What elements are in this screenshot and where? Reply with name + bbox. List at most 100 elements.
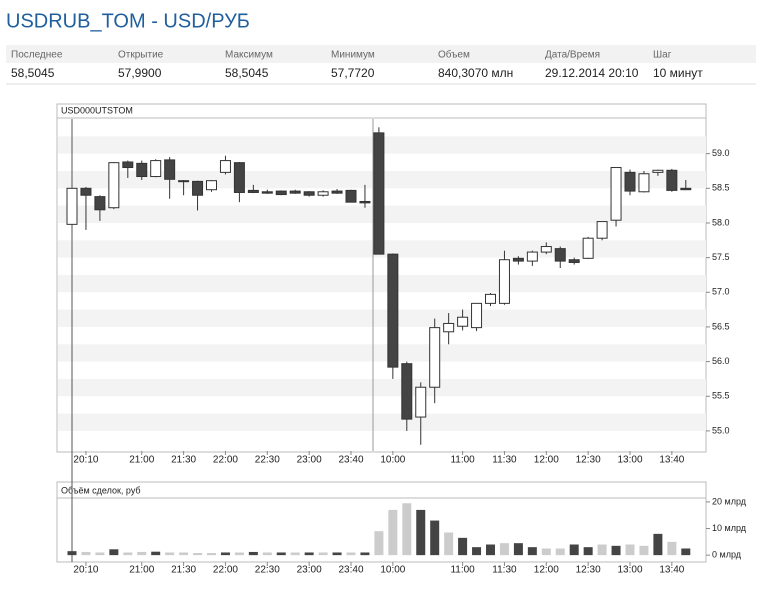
volume-bar	[653, 533, 663, 556]
candle-body	[289, 190, 301, 194]
candle-body	[80, 187, 92, 196]
candle-body	[554, 248, 566, 262]
x-tick-label: 13:40	[659, 455, 684, 466]
candle-body	[345, 189, 357, 203]
x-tick-label: 13:00	[617, 565, 642, 576]
volume-bar	[137, 551, 147, 556]
volume-bar	[262, 552, 272, 556]
volume-bar	[220, 552, 230, 556]
candle-body	[94, 196, 106, 211]
x-tick-label: 20:10	[73, 455, 98, 466]
y-tick-label: 55.5	[712, 391, 730, 401]
cell-value: 58,5045	[225, 66, 269, 80]
candle-body	[331, 190, 343, 194]
volume-bar	[109, 549, 119, 556]
volume-bar	[625, 544, 635, 556]
volume-bar	[513, 543, 523, 556]
candle-body	[568, 259, 580, 263]
y-tick-label: 56.0	[712, 356, 730, 366]
cell-value: 58,5045	[11, 66, 55, 80]
volume-bar	[346, 552, 356, 556]
grid-band	[58, 344, 706, 362]
candle-body	[443, 322, 455, 333]
grid-band	[58, 274, 706, 293]
volume-bar	[569, 544, 579, 556]
volume-bar	[597, 544, 607, 556]
volume-bar	[611, 545, 621, 556]
table-header	[6, 45, 756, 63]
x-tick-label: 21:30	[171, 455, 196, 466]
volume-bar	[681, 548, 691, 556]
candle-body	[233, 162, 245, 193]
candle-body	[373, 132, 385, 255]
candle-body	[247, 189, 259, 193]
volume-bar	[360, 552, 370, 556]
y-tick-label: 58.5	[712, 183, 730, 193]
candle-body	[415, 386, 427, 418]
y-tick-label: 59.0	[712, 148, 730, 158]
y-tick-label: 57.5	[712, 252, 730, 262]
candle-body	[526, 251, 538, 262]
volume-bar	[374, 531, 384, 556]
volume-bar	[667, 541, 677, 556]
x-tick-label: 22:00	[213, 565, 238, 576]
candle-body	[540, 246, 552, 253]
candle-body	[192, 180, 204, 196]
x-tick-label: 22:00	[213, 455, 238, 466]
column-header: Минимум	[331, 50, 375, 61]
y-tick-label: 0 млрд	[712, 550, 742, 560]
volume-bar	[458, 537, 468, 556]
volume-bar	[151, 551, 161, 556]
cell-value: 29.12.2014 20:10	[545, 66, 639, 80]
candle-body	[680, 187, 692, 191]
column-header: Объем	[438, 49, 470, 61]
candle-body	[457, 316, 469, 327]
candle-body	[206, 180, 217, 191]
candle-body	[136, 162, 148, 178]
x-tick-label: 23:00	[297, 565, 322, 576]
candle-body	[401, 363, 413, 420]
x-tick-label: 21:30	[171, 565, 196, 576]
volume-bar	[486, 544, 495, 556]
x-tick-label: 12:30	[576, 455, 601, 466]
column-header: Шаг	[653, 50, 672, 61]
x-tick-label: 23:40	[338, 455, 363, 466]
volume-bar	[416, 509, 426, 556]
volume-bar	[499, 543, 509, 556]
volume-bar	[472, 547, 482, 556]
volume-bar	[81, 551, 91, 556]
volume-bar	[248, 551, 258, 556]
price-panel-title: USD000UTSTOM	[61, 105, 133, 115]
volume-panel-title: Объём сделок, руб	[61, 485, 141, 495]
volume-bar	[207, 553, 216, 556]
x-tick-label: 21:00	[129, 565, 154, 576]
x-tick-label: 10:00	[380, 455, 405, 466]
column-header: Дата/Время	[545, 50, 600, 61]
grid-band	[58, 413, 706, 431]
x-tick-label: 12:30	[576, 565, 601, 576]
x-tick-label: 10:00	[380, 565, 405, 576]
volume-bar	[541, 548, 551, 556]
volume-bar	[402, 503, 412, 556]
y-tick-label: 58.0	[712, 217, 730, 227]
column-header: Последнее	[11, 50, 63, 61]
volume-bar	[527, 547, 537, 556]
candle-body	[624, 171, 636, 192]
volume-bar	[290, 552, 300, 556]
x-tick-label: 23:00	[297, 455, 322, 466]
candle-body	[638, 173, 650, 193]
y-tick-label: 10 млрд	[712, 523, 747, 533]
x-tick-label: 21:00	[129, 455, 154, 466]
x-tick-label: 12:00	[534, 455, 559, 466]
volume-bar	[444, 532, 454, 556]
candle-body	[485, 293, 496, 304]
candle-body	[275, 190, 287, 196]
volume-bar	[276, 552, 286, 556]
candle-body	[164, 159, 176, 180]
candle-body	[108, 162, 120, 209]
candle-body	[512, 257, 524, 262]
cell-value: 10 минут	[653, 66, 703, 80]
x-tick-label: 12:00	[534, 565, 559, 576]
